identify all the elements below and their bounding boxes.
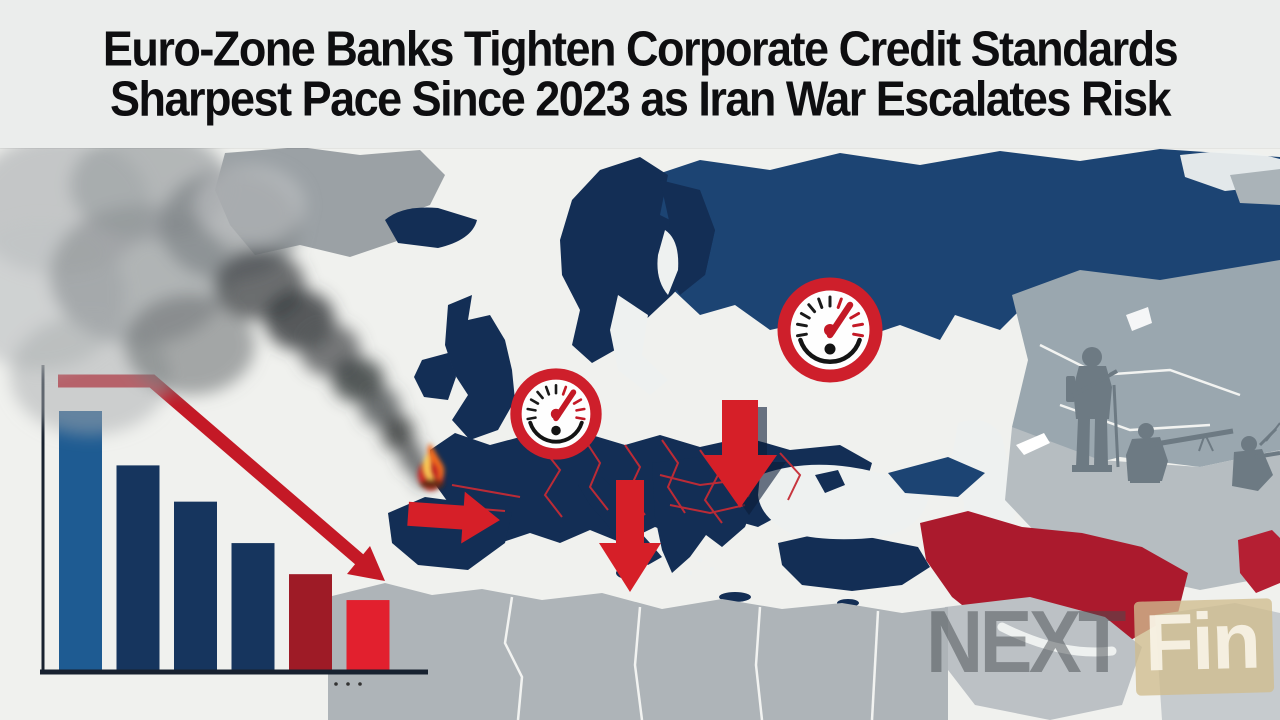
- baltic-sea: [610, 295, 668, 395]
- arctic-island: [1230, 169, 1280, 205]
- bar-6: [346, 600, 390, 670]
- white-chevron-2: [1126, 307, 1152, 331]
- region-east-highlight: [1238, 530, 1280, 593]
- soldier-crouching: [1232, 436, 1273, 491]
- headline-line-2: Sharpest Pace Since 2023 as Iran War Esc…: [110, 70, 1172, 127]
- soldier-rifle: [1069, 369, 1118, 399]
- soldier-silhouettes: [1066, 347, 1280, 491]
- gun-bipod-left: [1198, 433, 1206, 452]
- right-arrow-icon: [407, 491, 500, 544]
- white-chevron-1: [1016, 433, 1050, 455]
- risk-gauge-east: [784, 284, 876, 376]
- soldier-kneeling: [1126, 423, 1168, 483]
- machine-gun: [1149, 428, 1234, 448]
- region-turkey: [778, 533, 930, 591]
- soldier-antenna: [1112, 384, 1120, 468]
- region-iceland: [385, 207, 477, 248]
- axis-dots: [334, 682, 362, 686]
- persian-gulf: [997, 622, 1117, 657]
- bar-3: [174, 501, 217, 670]
- black-sea: [758, 464, 928, 540]
- down-arrow-east-icon: [703, 400, 777, 508]
- risk-gauge-west: [516, 374, 596, 454]
- gun-bipod-right: [1204, 433, 1214, 452]
- bar-series: [59, 411, 390, 670]
- region-caucasus: [888, 457, 985, 497]
- map-illustration: [0, 145, 1280, 720]
- headline-banner: Euro-Zone Banks Tighten Corporate Credit…: [0, 0, 1280, 148]
- region-scandinavia: [560, 157, 715, 363]
- down-arrow-south-icon: [599, 480, 661, 592]
- region-crete: [719, 592, 751, 602]
- gear-spike-2: [1254, 451, 1280, 459]
- region-ireland: [414, 353, 456, 400]
- crimea: [815, 470, 845, 493]
- region-south-asia: [1155, 603, 1280, 720]
- africa-borders: [503, 596, 880, 720]
- trend-arrow-head: [347, 546, 385, 581]
- region-uk: [445, 295, 515, 440]
- aegean-islands: [688, 557, 714, 575]
- bar-4: [231, 543, 275, 670]
- bar-5: [289, 574, 332, 670]
- region-north-africa: [328, 583, 948, 720]
- bar-2: [116, 465, 160, 670]
- gulf-of-bothnia: [657, 230, 679, 295]
- fire-icon: [418, 443, 445, 491]
- smoke-plume: [0, 145, 433, 487]
- gear-spike-3: [1265, 422, 1280, 442]
- region-arabia: [938, 597, 1142, 720]
- headline-line-1: Euro-Zone Banks Tighten Corporate Credit…: [102, 19, 1179, 77]
- bar-1: [59, 411, 102, 670]
